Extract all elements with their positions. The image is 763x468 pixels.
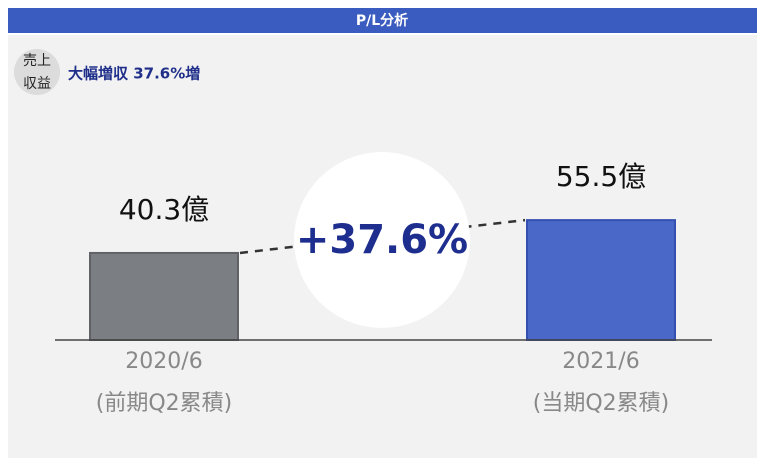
connector (239, 218, 526, 255)
x-tick-note: (当期Q2累積) (533, 391, 669, 416)
annotation: +37.6% (296, 217, 468, 263)
value-label: 55.5億 (556, 160, 646, 193)
x-tick-label: 2020/6 (125, 349, 202, 374)
x-tick-label: 2021/6 (562, 349, 639, 374)
badge-text: 収益 (23, 76, 51, 92)
chart: 40.3億 2020/6 (前期Q2累積) 55.5億 2021/6 (当期Q2累積) +3… (55, 152, 712, 416)
x-tick-note: (前期Q2累積) (96, 391, 232, 416)
header-bar (8, 8, 757, 33)
headline: 大幅増収 37.6%増 (68, 65, 200, 83)
badge (14, 49, 60, 95)
bar (526, 219, 676, 341)
badge-text: 売上 (23, 53, 51, 69)
bar (89, 251, 239, 341)
value-label: 40.3億 (119, 193, 209, 226)
annotation-circle (294, 152, 470, 328)
header-title: P/L分析 (356, 12, 408, 29)
